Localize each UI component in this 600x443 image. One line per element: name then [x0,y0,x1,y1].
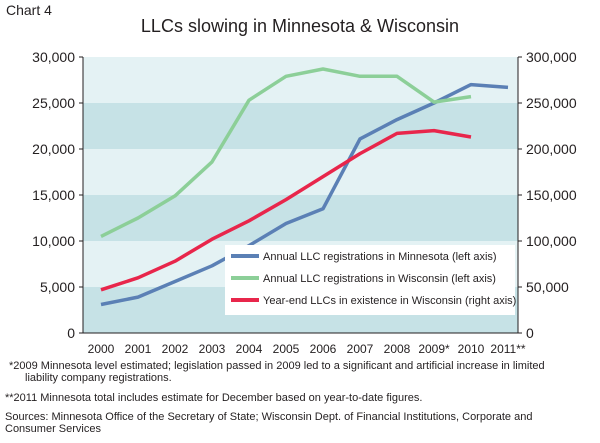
left-axis-tick-label: 25,000 [32,95,75,111]
right-axis-tick-label: 100,000 [526,233,577,249]
x-axis-tick-label: 2000 [88,342,115,356]
footnote-2009: *2009 Minnesota level estimated; legisla… [5,360,595,384]
plot-band [83,149,518,195]
x-axis-tick-label: 2009* [418,342,450,356]
legend-box [225,245,515,315]
right-axis-tick-label: 50,000 [526,279,569,295]
footnote-2011: **2011 Minnesota total includes estimate… [5,392,423,404]
footnote-2009-continuation: liability company registrations. [25,372,172,384]
sources-continuation: Consumer Services [5,423,101,435]
sources-note: Sources: Minnesota Office of the Secreta… [5,411,595,435]
left-axis-tick-label: 30,000 [32,49,75,65]
x-axis-tick-label: 2010 [458,342,485,356]
legend-label-minnesota: Annual LLC registrations in Minnesota (l… [263,251,497,263]
left-axis-tick-label: 10,000 [32,233,75,249]
chart-number-label: Chart 4 [6,2,52,18]
left-axis-tick-label: 15,000 [32,187,75,203]
x-axis-tick-label: 2003 [199,342,226,356]
right-axis-tick-label: 150,000 [526,187,577,203]
footnote-2009-text: *2009 Minnesota level estimated; legisla… [9,360,545,372]
right-axis-tick-label: 0 [526,325,534,341]
x-axis-tick-label: 2008 [384,342,411,356]
right-axis-tick-label: 200,000 [526,141,577,157]
left-axis-tick-label: 0 [67,325,75,341]
series-line-wisconsin [100,67,472,238]
series-line-existence [100,128,472,292]
x-axis-tick-label: 2001 [125,342,152,356]
x-axis-tick-label: 2006 [310,342,337,356]
x-axis-tick-label: 2002 [162,342,189,356]
line-chart: 0 5,000 10,000 15,000 20,000 25,000 30,000 0 50,… [32,49,577,356]
right-axis-tick-label: 300,000 [526,49,577,65]
x-axis-tick-label: 2011** [490,342,525,356]
x-axis-tick-label: 2007 [347,342,374,356]
sources-text: Sources: Minnesota Office of the Secreta… [5,411,533,423]
plot-band [83,57,518,103]
plot-band [83,103,518,149]
legend-label-existence: Year-end LLCs in existence in Wisconsin … [263,295,516,307]
chart-title: LLCs slowing in Minnesota & Wisconsin [140,16,460,36]
left-axis-tick-label: 5,000 [40,279,75,295]
legend-label-wisconsin: Annual LLC registrations in Wisconsin (l… [263,273,496,285]
chart-notes: *2009 Minnesota level estimated; legisla… [5,360,595,435]
left-axis-tick-label: 20,000 [32,141,75,157]
right-axis-tick-label: 250,000 [526,95,577,111]
x-axis-tick-label: 2005 [273,342,300,356]
x-axis-tick-label: 2004 [236,342,263,356]
